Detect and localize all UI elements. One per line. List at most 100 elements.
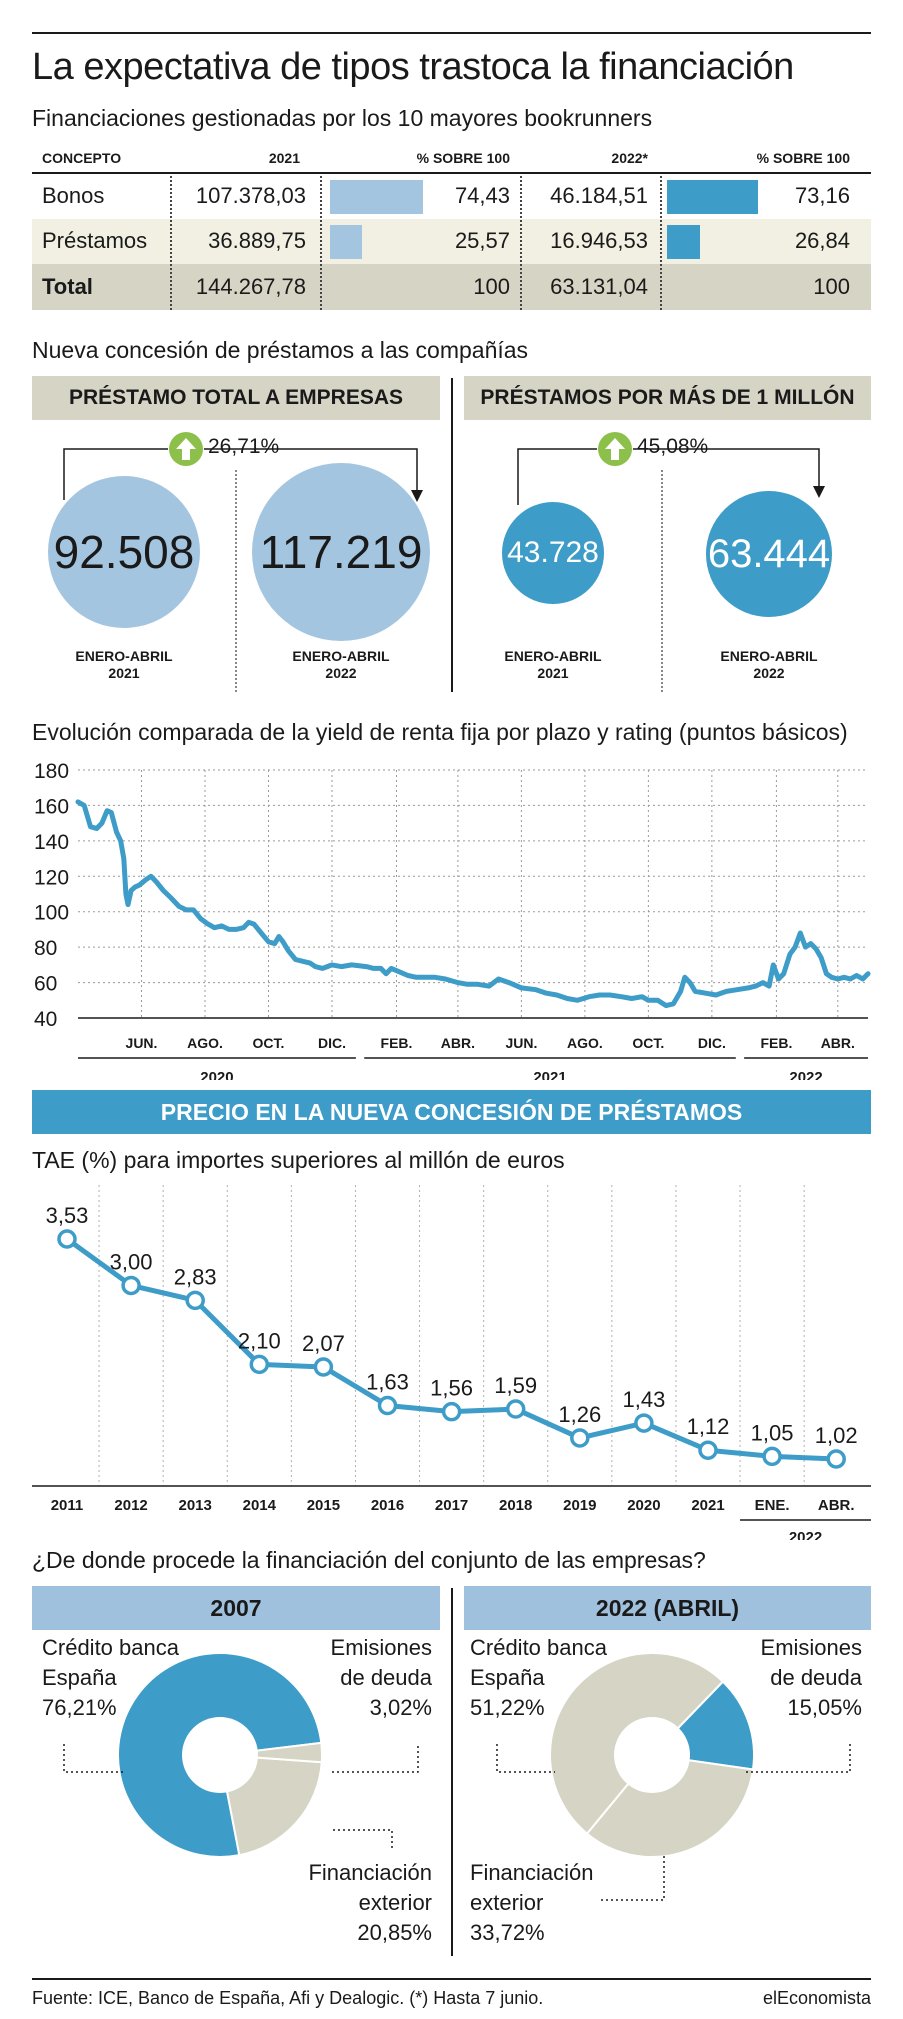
bubble-value: 92.508 — [53, 526, 195, 578]
col-header-pct-2021: % SOBRE 100 — [416, 150, 510, 166]
pie-label-line: Crédito banca — [470, 1635, 607, 1660]
x-tick-label: JUN. — [126, 1035, 158, 1051]
x-tick-label: 2013 — [179, 1497, 212, 1514]
pie-2022-title: 2022 (ABRIL) — [464, 1586, 871, 1630]
footer-source: Fuente: ICE, Banco de España, Afi y Deal… — [32, 1988, 544, 2008]
bubble-value: 63.444 — [707, 531, 831, 576]
y-tick-label: 180 — [34, 760, 69, 783]
pie-label-ext: Financiación exterior 20,85% — [272, 1858, 432, 1948]
footer-brand: elEconomista — [762, 1988, 871, 2008]
up-arrow-icon — [597, 431, 633, 467]
tae-value-label: 1,63 — [366, 1370, 409, 1395]
col-header-concepto: CONCEPTO — [42, 150, 122, 166]
tae-point — [249, 1354, 270, 1375]
panel-million-title: PRÉSTAMOS POR MÁS DE 1 MILLÓN — [464, 376, 871, 420]
loans-connectors — [63, 448, 825, 505]
x-tick-label: ABR. — [441, 1035, 475, 1051]
change-million: 45,08% — [637, 435, 709, 458]
bubble-value: 43.728 — [507, 536, 599, 569]
price-banner: PRECIO EN LA NUEVA CONCESIÓN DE PRÉSTAMO… — [32, 1090, 871, 1134]
pie-2007-title: 2007 — [32, 1586, 440, 1630]
bubble-total-2022: 117.219 — [252, 463, 430, 641]
y-tick-label: 140 — [34, 831, 69, 854]
tae-value-label: 2,07 — [302, 1331, 345, 1356]
bubble-label-period: ENERO-ABRIL — [720, 648, 818, 664]
yield-series-line — [75, 799, 871, 1009]
tae-point — [570, 1428, 590, 1448]
y-tick-label: 100 — [34, 902, 69, 925]
pie-label-line: exterior — [470, 1890, 544, 1915]
pie-label-line: Financiación — [470, 1860, 594, 1885]
bubble-million-2021: 43.728 — [502, 502, 604, 604]
cell-pct-2022: 73,16 — [794, 183, 850, 208]
x-tick-label: AGO. — [567, 1035, 603, 1051]
pies-chart — [63, 1652, 851, 1901]
y-tick-label: 80 — [34, 937, 57, 960]
x-tick-label: ABR. — [818, 1497, 855, 1514]
x-tick-label: 2011 — [51, 1497, 84, 1514]
x-tick-label: 2021 — [691, 1497, 724, 1514]
bubble-label-year: 2022 — [325, 665, 357, 681]
yield-chart: 40 60 80 100 120 140 160 180 JUN. AGO. OCT. DIC. FEB… — [34, 760, 871, 1080]
pie-label-line: España — [42, 1665, 117, 1690]
pie-leader-line — [63, 1744, 124, 1773]
bubble-label-period: ENERO-ABRIL — [75, 648, 173, 664]
bubble-label-year: 2021 — [537, 665, 569, 681]
pie-label-value: 15,05% — [787, 1695, 862, 1720]
tae-point — [634, 1413, 654, 1433]
cell-pct-2021-total: 100 — [473, 274, 510, 299]
x-tick-label: DIC. — [318, 1035, 346, 1051]
pie-label-value: 20,85% — [357, 1920, 432, 1945]
pie-label-value: 33,72% — [470, 1920, 545, 1945]
tae-point — [505, 1399, 526, 1419]
tae-value-label: 1,05 — [751, 1420, 794, 1445]
cell-2021-total: 144.267,78 — [195, 274, 306, 299]
column-divider — [520, 176, 522, 310]
year-group-label: 2022 — [789, 1529, 822, 1540]
pie-leader-line — [330, 1829, 393, 1848]
y-tick-label: 160 — [34, 795, 69, 818]
tae-value-label: 3,53 — [46, 1203, 89, 1228]
bubble-label-year: 2022 — [753, 665, 785, 681]
tae-point — [377, 1395, 398, 1416]
tae-point — [121, 1275, 141, 1296]
tae-value-label: 3,00 — [110, 1249, 153, 1274]
x-tick-label: 2012 — [114, 1497, 147, 1514]
tae-value-label: 1,02 — [815, 1423, 858, 1448]
x-tick-label: ABR. — [821, 1035, 855, 1051]
change-total: 26,71% — [208, 435, 280, 458]
bubble-label-period: ENERO-ABRIL — [292, 648, 390, 664]
y-tick-label: 40 — [34, 1008, 57, 1031]
tae-point — [441, 1401, 462, 1422]
pie-label-value: 3,02% — [369, 1695, 432, 1720]
footer-rule — [32, 1978, 871, 1980]
pie-label-line: de deuda — [340, 1665, 432, 1690]
x-tick-label: FEB. — [760, 1035, 792, 1051]
year-group-label: 2020 — [200, 1069, 233, 1080]
table-header-rule — [32, 172, 871, 174]
pie-label-line: Crédito banca — [42, 1635, 179, 1660]
column-divider — [170, 176, 172, 310]
panel-total-title: PRÉSTAMO TOTAL A EMPRESAS — [32, 376, 440, 420]
tae-chart-title: TAE (%) para importes superiores al mill… — [32, 1147, 565, 1173]
cell-2022-total: 63.131,04 — [550, 274, 648, 299]
cell-concepto: Bonos — [42, 183, 105, 208]
x-tick-label: OCT. — [253, 1035, 285, 1051]
yield-chart-title: Evolución comparada de la yield de renta… — [32, 719, 848, 745]
x-tick-label: 2014 — [243, 1497, 277, 1514]
col-header-2021: 2021 — [268, 150, 300, 166]
x-tick-label: 2016 — [371, 1497, 404, 1514]
year-group-label: 2021 — [533, 1069, 566, 1080]
circle-divider — [661, 470, 663, 692]
table-subtitle: Financiaciones gestionadas por los 10 ma… — [32, 105, 653, 131]
y-tick-label: 120 — [34, 866, 69, 889]
pie-label-value: 76,21% — [42, 1695, 117, 1720]
tae-point — [826, 1449, 846, 1469]
pies-subtitle: ¿De donde procede la financiación del co… — [32, 1547, 706, 1573]
cell-2021: 107.378,03 — [195, 183, 306, 208]
pie-label-value: 51,22% — [470, 1695, 545, 1720]
x-tick-label: FEB. — [381, 1035, 413, 1051]
x-tick-label: 2018 — [499, 1497, 532, 1514]
tae-point — [57, 1229, 77, 1249]
cell-pct-2022: 26,84 — [794, 228, 850, 253]
